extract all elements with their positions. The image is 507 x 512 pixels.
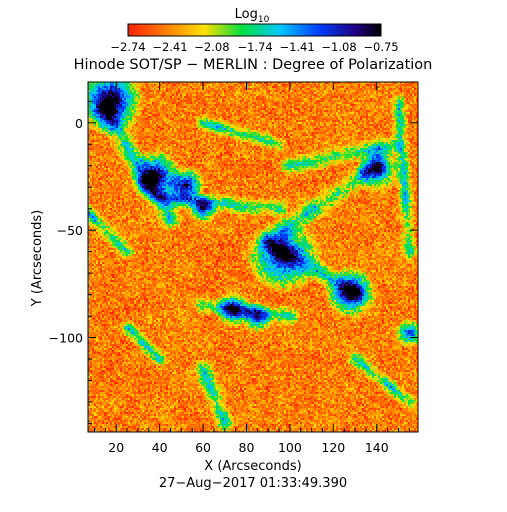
x-tick-label: 20: [108, 440, 124, 455]
y-axis: 0 −50 −100: [49, 100, 418, 424]
x-tick-label: 120: [321, 440, 345, 455]
colorbar-tick-label: −1.41: [279, 40, 314, 54]
colorbar-tick-label: −1.74: [238, 40, 273, 54]
y-tick-label: −100: [49, 331, 83, 346]
colorbar-tick-label: −2.08: [194, 40, 229, 54]
x-tick-label: 40: [152, 440, 168, 455]
timestamp: 27−Aug−2017 01:33:49.390: [159, 476, 347, 491]
y-tick-label: 0: [75, 116, 83, 131]
x-tick-label: 80: [239, 440, 255, 455]
x-axis: 20 40 60 80 100 120 140: [94, 82, 410, 455]
colorbar-title: Log10: [235, 7, 270, 25]
colorbar-tick-label: −1.08: [321, 40, 356, 54]
polarization-heatmap: [88, 82, 418, 432]
x-tick-label: 140: [365, 440, 389, 455]
x-tick-label: 60: [195, 440, 211, 455]
colorbar: [127, 23, 382, 37]
y-axis-label: Y (Arcseconds): [30, 210, 45, 307]
x-axis-label: X (Arcseconds): [204, 459, 301, 474]
plot-frame: [87, 81, 419, 433]
colorbar-tick-label: −2.74: [110, 40, 145, 54]
chart-title: Hinode SOT/SP − MERLIN : Degree of Polar…: [74, 57, 433, 73]
colorbar-tick-label: −2.41: [152, 40, 187, 54]
colorbar-tick-labels: −2.74 −2.41 −2.08 −1.74 −1.41 −1.08 −0.75: [110, 40, 398, 54]
x-tick-label: 100: [278, 440, 302, 455]
colorbar-tick-label: −0.75: [363, 40, 398, 54]
y-tick-label: −50: [57, 223, 83, 238]
